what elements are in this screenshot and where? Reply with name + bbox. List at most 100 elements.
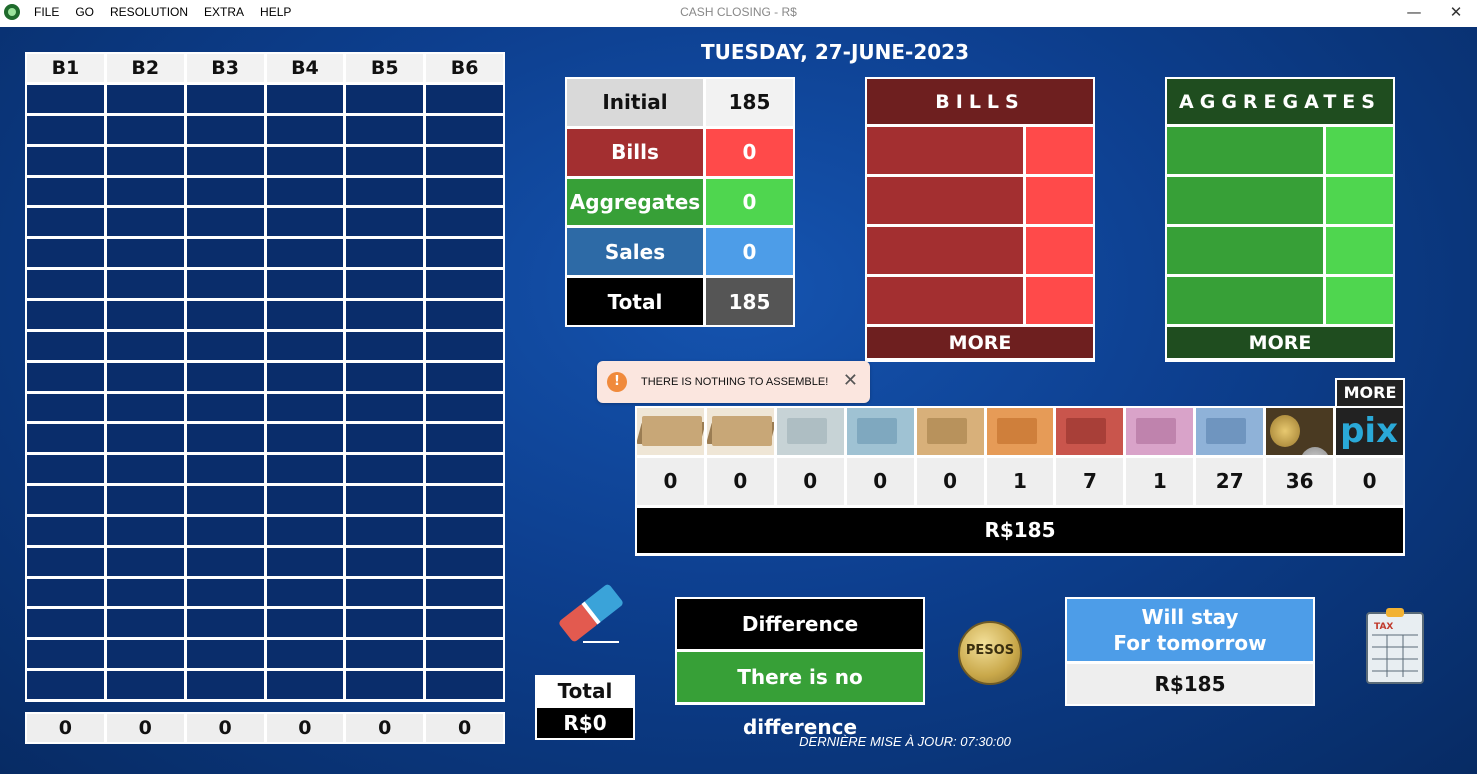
box-entry-cell[interactable]: [186, 486, 264, 514]
box-entry-cell[interactable]: [426, 516, 503, 545]
box-entry-cell[interactable]: [426, 362, 503, 391]
box-entry-cell[interactable]: [346, 146, 424, 175]
box-entry-cell[interactable]: [266, 547, 344, 576]
money-count-cell[interactable]: 0: [706, 458, 774, 505]
box-entry-cell[interactable]: [426, 331, 503, 360]
box-entry-cell[interactable]: [346, 516, 424, 545]
box-entry-cell[interactable]: [106, 362, 184, 391]
box-entry-cell[interactable]: [346, 208, 424, 237]
money-count-cell[interactable]: 1: [1126, 458, 1194, 505]
box-entry-cell[interactable]: [27, 516, 104, 545]
bill-amount-field[interactable]: [1026, 227, 1093, 274]
box-entry-cell[interactable]: [27, 362, 104, 391]
box-entry-cell[interactable]: [106, 578, 184, 607]
box-entry-cell[interactable]: [426, 547, 503, 576]
box-entry-cell[interactable]: [106, 424, 184, 453]
box-entry-cell[interactable]: [106, 239, 184, 268]
money-count-cell[interactable]: 0: [846, 458, 914, 505]
toast-close-icon[interactable]: ✕: [842, 370, 858, 391]
aggregate-name-field[interactable]: [1167, 177, 1323, 224]
box-entry-cell[interactable]: [266, 270, 344, 298]
box-entry-cell[interactable]: [27, 331, 104, 360]
box-entry-cell[interactable]: [426, 609, 503, 638]
box-entry-cell[interactable]: [266, 640, 344, 669]
box-entry-cell[interactable]: [186, 547, 264, 576]
pesos-coin-icon[interactable]: PESOS: [958, 621, 1022, 685]
bill-name-field[interactable]: [867, 127, 1023, 174]
box-entry-cell[interactable]: [186, 208, 264, 237]
box-entry-cell[interactable]: [27, 578, 104, 607]
box-entry-cell[interactable]: [346, 239, 424, 268]
box-entry-cell[interactable]: [346, 85, 424, 113]
aggregate-name-field[interactable]: [1167, 127, 1323, 174]
bill-name-field[interactable]: [867, 227, 1023, 274]
box-entry-cell[interactable]: [426, 146, 503, 175]
box-entry-cell[interactable]: [106, 146, 184, 175]
box-entry-cell[interactable]: [426, 85, 503, 113]
menu-help[interactable]: HELP: [260, 5, 292, 19]
box-entry-cell[interactable]: [27, 486, 104, 514]
tax-clipboard-icon[interactable]: TAX: [1364, 607, 1426, 687]
box-entry-cell[interactable]: [346, 331, 424, 360]
box-entry-cell[interactable]: [426, 486, 503, 514]
box-entry-cell[interactable]: [106, 516, 184, 545]
box-entry-cell[interactable]: [266, 85, 344, 113]
box-entry-cell[interactable]: [266, 578, 344, 607]
box-entry-cell[interactable]: [266, 208, 344, 237]
box-entry-cell[interactable]: [106, 455, 184, 484]
box-entry-cell[interactable]: [27, 177, 104, 206]
aggregate-amount-field[interactable]: [1326, 227, 1393, 274]
box-entry-cell[interactable]: [106, 208, 184, 237]
box-entry-cell[interactable]: [106, 393, 184, 422]
bills-more-button[interactable]: MORE: [867, 327, 1093, 358]
money-count-cell[interactable]: 0: [1336, 458, 1403, 505]
box-entry-cell[interactable]: [27, 270, 104, 298]
box-entry-cell[interactable]: [266, 671, 344, 699]
box-entry-cell[interactable]: [27, 547, 104, 576]
box-entry-cell[interactable]: [426, 455, 503, 484]
box-entry-cell[interactable]: [106, 115, 184, 144]
menu-file[interactable]: FILE: [34, 5, 60, 19]
box-entry-cell[interactable]: [186, 146, 264, 175]
aggregate-amount-field[interactable]: [1326, 177, 1393, 224]
box-entry-cell[interactable]: [27, 424, 104, 453]
box-entry-cell[interactable]: [426, 177, 503, 206]
box-entry-cell[interactable]: [27, 300, 104, 329]
box-entry-cell[interactable]: [426, 671, 503, 699]
box-entry-cell[interactable]: [186, 85, 264, 113]
eraser-icon[interactable]: [553, 580, 629, 646]
aggregate-amount-field[interactable]: [1326, 127, 1393, 174]
box-entry-cell[interactable]: [186, 300, 264, 329]
box-entry-cell[interactable]: [106, 300, 184, 329]
box-entry-cell[interactable]: [27, 146, 104, 175]
money-count-cell[interactable]: 0: [776, 458, 844, 505]
close-window-button[interactable]: ✕: [1449, 3, 1463, 21]
box-entry-cell[interactable]: [186, 609, 264, 638]
box-entry-cell[interactable]: [27, 640, 104, 669]
will-stay-value[interactable]: R$185: [1067, 664, 1313, 704]
box-entry-cell[interactable]: [186, 424, 264, 453]
bill-name-field[interactable]: [867, 277, 1023, 324]
aggregates-more-button[interactable]: MORE: [1167, 327, 1393, 358]
box-entry-cell[interactable]: [186, 177, 264, 206]
box-entry-cell[interactable]: [426, 300, 503, 329]
box-entry-cell[interactable]: [27, 671, 104, 699]
box-entry-cell[interactable]: [27, 85, 104, 113]
box-entry-cell[interactable]: [346, 609, 424, 638]
box-entry-cell[interactable]: [266, 239, 344, 268]
box-entry-cell[interactable]: [186, 115, 264, 144]
initial-value[interactable]: 185: [706, 79, 793, 126]
money-count-cell[interactable]: 27: [1196, 458, 1264, 505]
box-entry-cell[interactable]: [186, 455, 264, 484]
box-entry-cell[interactable]: [266, 177, 344, 206]
box-entry-cell[interactable]: [266, 424, 344, 453]
box-entry-cell[interactable]: [346, 455, 424, 484]
box-entry-cell[interactable]: [186, 516, 264, 545]
box-entry-cell[interactable]: [266, 300, 344, 329]
box-entry-cell[interactable]: [426, 578, 503, 607]
box-entry-cell[interactable]: [106, 547, 184, 576]
box-entry-cell[interactable]: [27, 393, 104, 422]
box-entry-cell[interactable]: [106, 640, 184, 669]
bill-amount-field[interactable]: [1026, 177, 1093, 224]
box-entry-cell[interactable]: [106, 671, 184, 699]
